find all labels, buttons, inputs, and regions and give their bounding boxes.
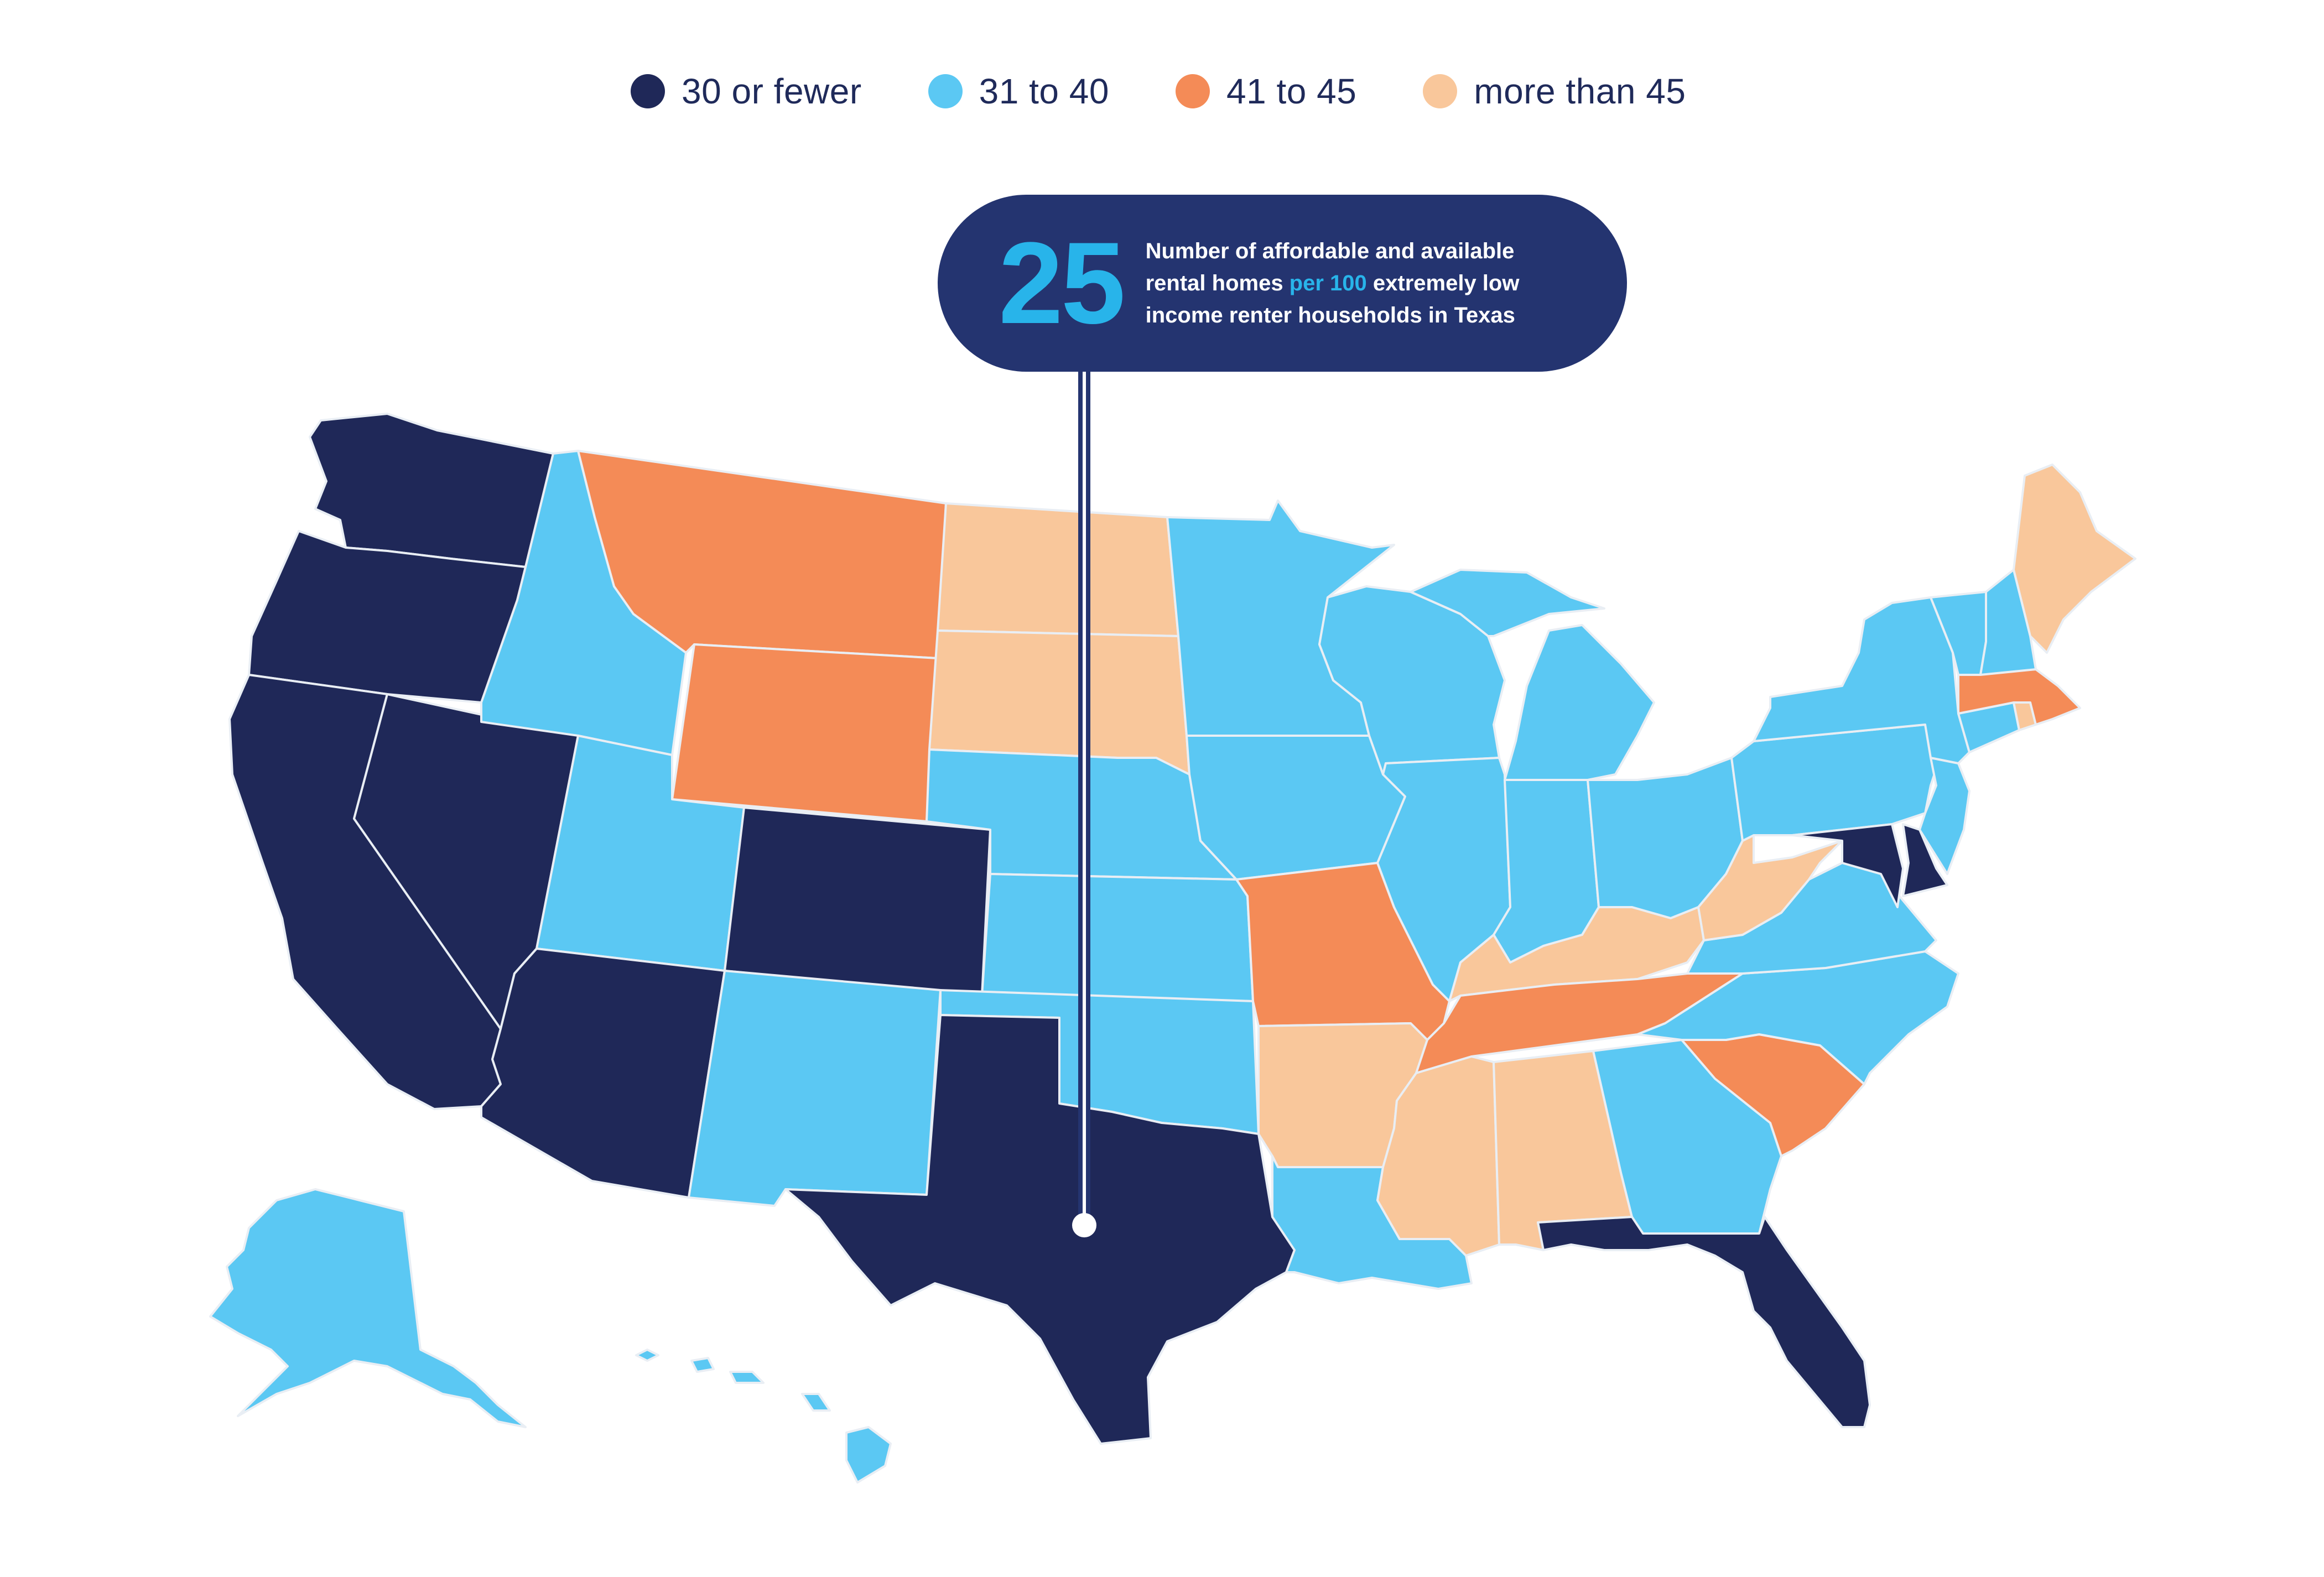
state-OR[interactable] [248,530,527,704]
state-MS[interactable] [1376,1055,1500,1257]
callout-number: 25 [999,218,1126,348]
legend-item-more-than-45: more than 45 [1423,71,1686,112]
legend-label: 31 to 40 [979,71,1109,111]
legend-swatch-more-than-45 [1423,74,1458,108]
legend-swatch-30-or-fewer [631,74,665,108]
legend-label: more than 45 [1474,71,1686,111]
state-PA[interactable] [1730,724,1943,842]
callout-pointer-dot [1072,1213,1096,1237]
state-NM[interactable] [688,970,942,1207]
state-FL[interactable] [1537,1216,1871,1428]
state-TX[interactable] [784,1014,1296,1445]
legend-item-30-or-fewer: 30 or fewer [631,71,862,112]
state-ND[interactable] [937,502,1179,637]
callout-text-before: Number of affordable and available renta… [1145,239,1515,295]
texas-callout: 25 Number of affordable and available re… [938,195,1627,372]
state-CO[interactable] [724,806,991,997]
callout-text-highlight: per 100 [1289,271,1367,295]
state-ME[interactable] [2013,464,2136,654]
state-AZ[interactable] [480,948,726,1199]
legend-item-41-to-45: 41 to 45 [1175,71,1357,112]
state-HI[interactable] [635,1349,892,1484]
legend-label: 30 or fewer [682,71,862,111]
state-KS[interactable] [981,873,1254,1002]
state-MI[interactable] [1410,569,1655,781]
state-AK[interactable] [209,1188,527,1428]
legend-swatch-41-to-45 [1175,74,1210,108]
state-NJ[interactable] [1919,757,1971,875]
state-IA[interactable] [1186,735,1406,881]
state-WA[interactable] [309,413,554,568]
state-MA[interactable] [1957,668,2081,726]
state-MD[interactable] [1791,823,1904,908]
state-WY[interactable] [671,643,939,823]
legend-item-31-to-40: 31 to 40 [928,71,1109,112]
callout-text: Number of affordable and available renta… [1146,235,1577,331]
callout-text-after: extremely low income renter households i… [1145,271,1520,327]
legend-label: 41 to 45 [1226,71,1357,111]
map-legend: 30 or fewer 31 to 40 41 to 45 more than … [631,71,1752,112]
legend-swatch-31-to-40 [928,74,963,108]
